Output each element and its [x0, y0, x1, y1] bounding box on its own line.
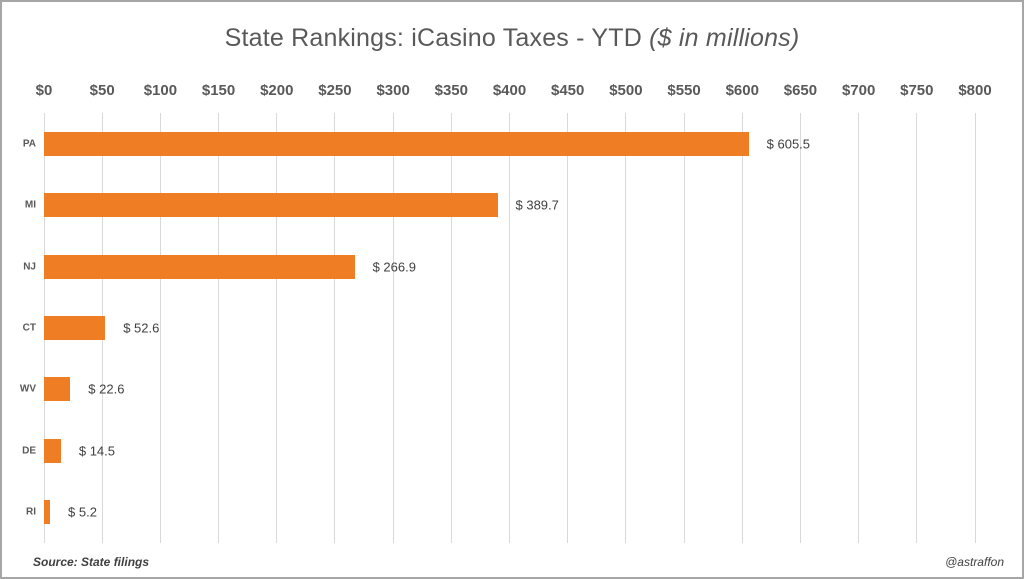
- bar-nj: [44, 254, 355, 279]
- bar-ct: [44, 315, 106, 340]
- gridline: [450, 113, 452, 543]
- category-label-ri: RI: [26, 506, 36, 518]
- gridline: [916, 113, 918, 543]
- bar-row-ri: $ 5.2: [44, 482, 975, 543]
- category-label-wv: WV: [19, 383, 36, 395]
- value-label-de: $ 14.5: [78, 443, 116, 459]
- y-axis-labels: PA MI NJ CT WV DE RI: [2, 113, 44, 543]
- gridline: [509, 113, 510, 543]
- category-row-ri: RI: [2, 482, 44, 543]
- gridline: [159, 113, 161, 543]
- x-tick-label: $350: [434, 82, 468, 99]
- bar-row-mi: $ 389.7: [44, 174, 975, 235]
- x-tick-label: $100: [143, 82, 178, 99]
- value-label-wv: $ 22.6: [88, 381, 125, 397]
- category-row-ct: CT: [2, 297, 44, 358]
- bar-wv: [44, 377, 71, 402]
- value-label-mi: $ 389.7: [515, 197, 559, 213]
- gridline: [334, 113, 336, 543]
- x-tick-label: $0: [35, 82, 53, 99]
- gridline: [392, 113, 394, 543]
- value-label-ri: $ 5.2: [68, 504, 97, 520]
- value-label-pa: $ 605.5: [766, 136, 811, 152]
- gridline: [741, 113, 743, 543]
- bar-de: [44, 438, 61, 463]
- category-label-de: DE: [22, 445, 36, 457]
- gridline: [858, 113, 860, 543]
- bar-row-wv: $ 22.6: [44, 359, 975, 420]
- gridline: [276, 113, 278, 543]
- bar-pa: [44, 131, 749, 156]
- category-row-mi: MI: [2, 174, 44, 235]
- bar-row-nj: $ 266.9: [44, 236, 975, 297]
- category-label-mi: MI: [24, 199, 36, 211]
- value-label-ct: $ 52.6: [123, 320, 160, 336]
- bar-row-pa: $ 605.5: [44, 113, 975, 174]
- x-tick-label: $700: [841, 82, 876, 99]
- x-tick-label: $450: [551, 82, 585, 99]
- bar-row-ct: $ 52.6: [44, 297, 975, 358]
- x-tick-label: $150: [201, 82, 236, 99]
- category-row-pa: PA: [2, 113, 44, 174]
- x-tick-label: $300: [376, 82, 410, 99]
- x-tick-label: $800: [958, 82, 992, 99]
- category-row-wv: WV: [2, 359, 44, 420]
- x-tick-label: $200: [260, 82, 294, 99]
- gridline: [683, 113, 685, 543]
- gridline: [799, 113, 801, 543]
- source-note: Source: State filings: [33, 555, 150, 569]
- gridline: [974, 113, 976, 543]
- category-label-ct: CT: [22, 322, 36, 334]
- category-row-de: DE: [2, 420, 44, 481]
- x-tick-label: $250: [318, 82, 352, 99]
- category-row-nj: NJ: [2, 236, 44, 297]
- category-label-nj: NJ: [23, 261, 36, 273]
- x-tick-label: $400: [492, 82, 527, 99]
- author-handle: @astraffon: [945, 555, 1004, 569]
- chart-title-text: State Rankings: iCasino Taxes - YTD: [224, 24, 642, 52]
- x-tick-label: $550: [667, 82, 701, 99]
- gridline: [625, 113, 627, 543]
- chart-title: State Rankings: iCasino Taxes - YTD ($ i…: [2, 24, 1022, 53]
- x-tick-label: $750: [900, 82, 934, 99]
- bar-mi: [44, 193, 498, 218]
- category-label-pa: PA: [22, 138, 36, 150]
- x-tick-label: $650: [783, 82, 818, 99]
- value-label-nj: $ 266.9: [372, 259, 416, 275]
- x-tick-label: $500: [609, 82, 643, 99]
- x-tick-label: $600: [725, 82, 759, 99]
- bar-ri: [44, 500, 51, 525]
- x-tick-label: $50: [89, 82, 115, 99]
- x-axis: $0 $50 $100 $150 $200 $250 $300 $350 $400 $450 $50…: [36, 82, 992, 104]
- plot-area: $ 605.5 $ 389.7 $ 266.9 $ 52.6 $ 22.6 $ 14.5 $…: [43, 113, 976, 543]
- gridline: [567, 113, 569, 543]
- chart-title-note: ($ in millions): [649, 24, 800, 52]
- gridline: [218, 113, 220, 543]
- bar-row-de: $ 14.5: [44, 420, 975, 481]
